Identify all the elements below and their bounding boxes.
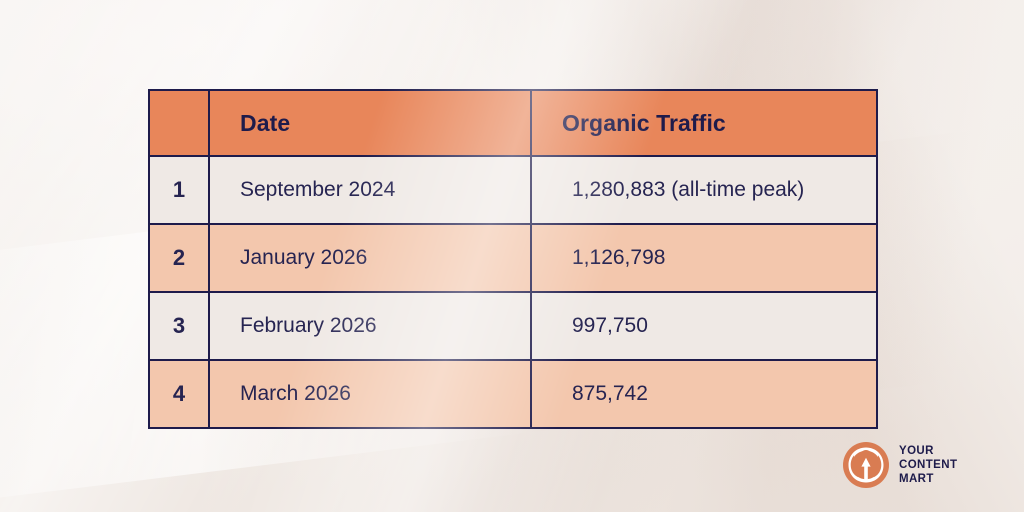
brand-logo: YOUR CONTENT MART <box>842 441 957 489</box>
table-header: Date Organic Traffic <box>148 89 878 157</box>
column-header-organic-traffic: Organic Traffic <box>530 89 878 157</box>
table-row: 3 February 2026 997,750 <box>148 291 878 361</box>
your-content-mart-logo-icon <box>843 442 889 488</box>
brand-logo-text: YOUR CONTENT MART <box>899 444 957 486</box>
brand-logo-line-3: MART <box>899 473 934 485</box>
row-date: March 2026 <box>208 359 532 429</box>
table-row: 4 March 2026 875,742 <box>148 359 878 429</box>
column-header-index <box>148 89 210 157</box>
column-header-date: Date <box>208 89 532 157</box>
table-row: 2 January 2026 1,126,798 <box>148 223 878 293</box>
table-row: 1 September 2024 1,280,883 (all-time pea… <box>148 155 878 225</box>
row-index: 3 <box>148 291 210 361</box>
organic-traffic-table: Date Organic Traffic 1 September 2024 1,… <box>148 89 878 429</box>
row-organic-traffic: 875,742 <box>530 359 878 429</box>
row-date: September 2024 <box>208 155 532 225</box>
brand-logo-line-1: YOUR <box>899 444 934 457</box>
row-organic-traffic: 1,126,798 <box>530 223 878 293</box>
row-index: 1 <box>148 155 210 225</box>
brand-logo-line-2: CONTENT <box>899 458 958 471</box>
row-organic-traffic: 1,280,883 (all-time peak) <box>530 155 878 225</box>
row-organic-traffic: 997,750 <box>530 291 878 361</box>
row-date: February 2026 <box>208 291 532 361</box>
row-index: 2 <box>148 223 210 293</box>
row-date: January 2026 <box>208 223 532 293</box>
table-header-row: Date Organic Traffic <box>148 89 878 157</box>
organic-traffic-table-container: Date Organic Traffic 1 September 2024 1,… <box>148 89 878 429</box>
row-index: 4 <box>148 359 210 429</box>
table-body: 1 September 2024 1,280,883 (all-time pea… <box>148 155 878 429</box>
